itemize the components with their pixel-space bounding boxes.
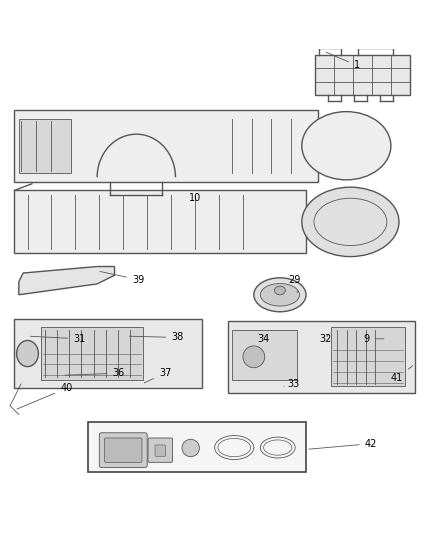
Circle shape — [243, 346, 265, 368]
Text: 29: 29 — [289, 276, 301, 293]
FancyBboxPatch shape — [148, 438, 173, 462]
Text: 9: 9 — [364, 334, 384, 344]
Text: 36: 36 — [65, 368, 125, 378]
Polygon shape — [19, 266, 115, 295]
Text: 37: 37 — [144, 368, 171, 383]
Bar — [14, 110, 318, 182]
Text: 33: 33 — [284, 379, 299, 390]
Text: 10: 10 — [189, 193, 201, 203]
Text: 42: 42 — [309, 439, 377, 449]
Ellipse shape — [254, 278, 306, 312]
Text: 39: 39 — [100, 271, 144, 285]
Text: 41: 41 — [391, 366, 413, 383]
Bar — [232, 329, 297, 379]
Bar — [14, 190, 306, 254]
Text: 1: 1 — [326, 52, 360, 70]
Ellipse shape — [302, 111, 391, 180]
Bar — [14, 319, 201, 389]
Ellipse shape — [260, 284, 300, 306]
Bar — [19, 118, 71, 173]
Text: 32: 32 — [319, 334, 332, 344]
FancyBboxPatch shape — [99, 433, 147, 467]
Text: 38: 38 — [130, 333, 184, 343]
Circle shape — [182, 439, 199, 457]
Ellipse shape — [17, 341, 39, 367]
Bar — [315, 55, 410, 94]
Bar — [331, 327, 406, 386]
Ellipse shape — [275, 286, 286, 295]
FancyBboxPatch shape — [105, 438, 142, 462]
Bar — [228, 321, 415, 393]
FancyBboxPatch shape — [155, 445, 166, 456]
Ellipse shape — [302, 187, 399, 256]
Text: 40: 40 — [17, 383, 72, 409]
Text: 34: 34 — [257, 334, 269, 344]
Text: 31: 31 — [30, 334, 85, 344]
Bar — [41, 327, 144, 379]
Bar — [88, 422, 306, 472]
